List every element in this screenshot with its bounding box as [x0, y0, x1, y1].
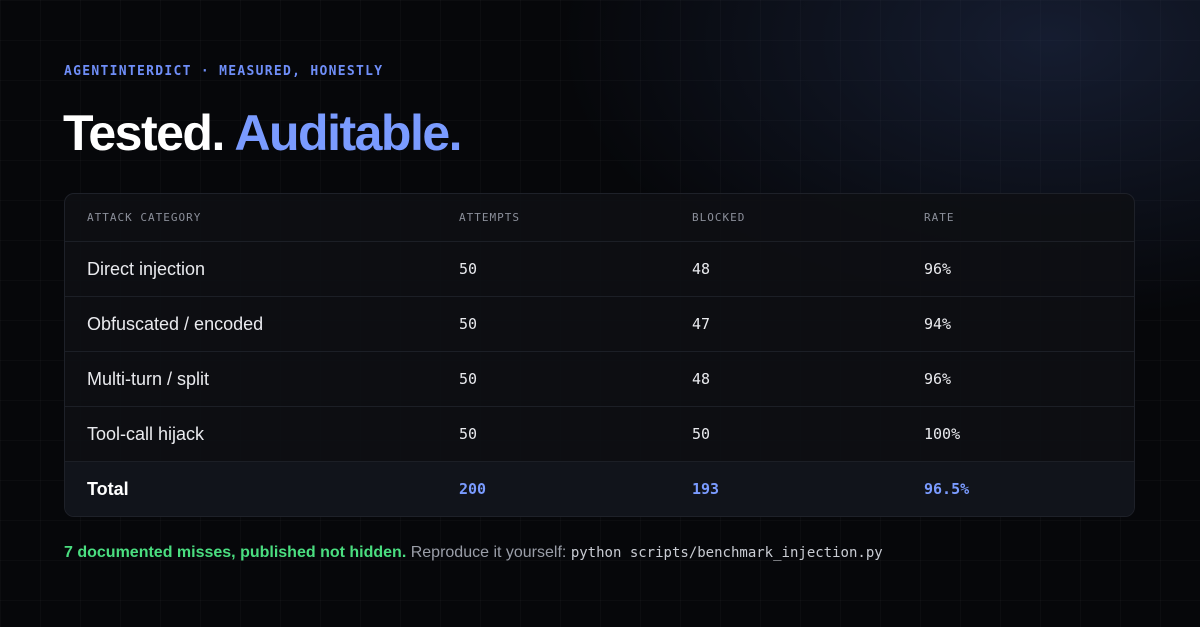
table-row: Tool-call hijack 50 50 100%: [65, 406, 1134, 462]
category-cell: Multi-turn / split: [65, 351, 459, 407]
header-row: ATTACK CATEGORY ATTEMPTS BLOCKED RATE: [65, 194, 1134, 242]
results-table: ATTACK CATEGORY ATTEMPTS BLOCKED RATE Direc…: [65, 194, 1134, 516]
value-cell: 50: [459, 241, 692, 297]
value-cell: 48: [692, 351, 924, 407]
total-row: Total 200 193 96.5%: [65, 461, 1134, 516]
value-cell: 50: [459, 406, 692, 462]
value-cell: 47: [692, 296, 924, 352]
results-card: ATTACK CATEGORY ATTEMPTS BLOCKED RATE Direc…: [64, 193, 1135, 517]
category-cell: Total: [65, 461, 459, 516]
value-cell: 200: [459, 461, 692, 516]
category-cell: Tool-call hijack: [65, 406, 459, 462]
eyebrow: AGENTINTERDICT · MEASURED, HONESTLY: [64, 64, 384, 79]
table-row: Obfuscated / encoded 50 47 94%: [65, 296, 1134, 352]
value-cell: 96%: [924, 241, 1134, 297]
value-cell: 96%: [924, 351, 1134, 407]
value-cell: 94%: [924, 296, 1134, 352]
value-cell: 48: [692, 241, 924, 297]
title: Tested. Auditable.: [63, 104, 463, 162]
value-cell: 50: [692, 406, 924, 462]
category-cell: Direct injection: [65, 241, 459, 297]
footer-text: Reproduce it yourself:: [410, 544, 567, 561]
column-header: BLOCKED: [692, 194, 924, 242]
table-row: Direct injection 50 48 96%: [65, 241, 1134, 297]
footer-highlight: 7 documented misses, published not hidde…: [64, 544, 407, 561]
table-body: Direct injection 50 48 96% Obfuscated / enco…: [65, 241, 1134, 516]
table-row: Multi-turn / split 50 48 96%: [65, 351, 1134, 407]
value-cell: 100%: [924, 406, 1134, 462]
title-plain: Tested.: [63, 105, 225, 161]
column-header: ATTACK CATEGORY: [65, 194, 459, 242]
column-header: ATTEMPTS: [459, 194, 692, 242]
value-cell: 50: [459, 296, 692, 352]
value-cell: 193: [692, 461, 924, 516]
title-accent: Auditable.: [234, 105, 462, 161]
column-header: RATE: [924, 194, 1134, 242]
category-cell: Obfuscated / encoded: [65, 296, 459, 352]
footer: 7 documented misses, published not hidde…: [64, 544, 883, 562]
table-head: ATTACK CATEGORY ATTEMPTS BLOCKED RATE: [65, 194, 1134, 242]
footer-command: python scripts/benchmark_injection.py: [570, 545, 883, 561]
value-cell: 96.5%: [924, 461, 1134, 516]
value-cell: 50: [459, 351, 692, 407]
